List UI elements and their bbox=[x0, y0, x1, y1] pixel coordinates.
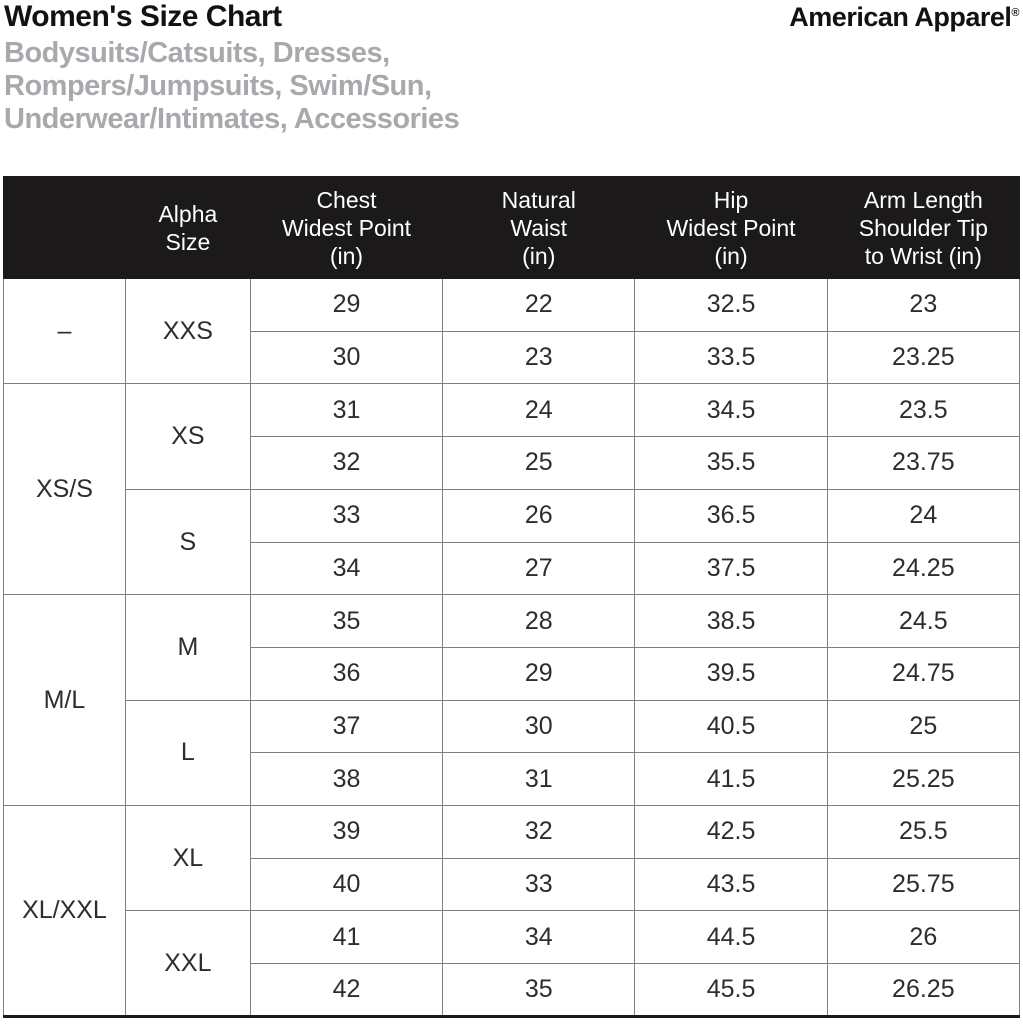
waist-cell: 27 bbox=[442, 541, 636, 596]
arm-cell: 26 bbox=[826, 910, 1021, 965]
arm-cell: 25 bbox=[826, 699, 1021, 754]
chest-cell: 32 bbox=[249, 436, 444, 490]
waist-cell: 33 bbox=[442, 857, 636, 912]
chest-cell: 36 bbox=[249, 646, 444, 701]
chest-cell: 39 bbox=[249, 805, 444, 859]
waist-cell: 25 bbox=[442, 436, 636, 490]
waist-cell: 22 bbox=[442, 278, 636, 332]
alpha-size-cell: L bbox=[124, 699, 251, 807]
table-row: XXL 41 34 44.5 26 bbox=[4, 910, 1021, 1017]
hip-cell: 38.5 bbox=[634, 594, 828, 648]
arm-cell: 24 bbox=[826, 488, 1021, 543]
header-cell-chest: Chest Widest Point (in) bbox=[249, 176, 444, 279]
arm-cell: 25.5 bbox=[826, 805, 1021, 859]
table-row: 42 35 45.5 26.25 bbox=[4, 963, 1021, 1017]
hip-cell: 40.5 bbox=[634, 699, 828, 754]
waist-cell: 23 bbox=[442, 330, 636, 385]
waist-cell: 32 bbox=[442, 805, 636, 859]
alpha-size-cell: XXL bbox=[124, 910, 251, 1017]
arm-cell: 24.75 bbox=[826, 646, 1021, 701]
waist-cell: 28 bbox=[442, 594, 636, 648]
table-header-row: Alpha Size Chest Widest Point (in) Natur… bbox=[3, 176, 1021, 279]
size-chart-table: Alpha Size Chest Widest Point (in) Natur… bbox=[3, 176, 1021, 1018]
chest-cell: 35 bbox=[249, 594, 444, 648]
table-row: 38 31 41.5 25.25 bbox=[4, 752, 1021, 807]
alpha-size-cell: XXS bbox=[124, 277, 251, 385]
hip-cell: 43.5 bbox=[634, 857, 828, 912]
table-row: 36 29 39.5 24.75 bbox=[4, 646, 1021, 701]
header-cell-alpha-size: Alpha Size bbox=[124, 176, 251, 279]
table-row: M/L M 35 28 38.5 24.5 bbox=[3, 594, 1021, 807]
header-cell-hip: Hip Widest Point (in) bbox=[634, 176, 828, 279]
waist-cell: 31 bbox=[442, 752, 636, 807]
registered-trademark: ® bbox=[1011, 7, 1019, 19]
combo-size-cell: M/L bbox=[3, 594, 126, 807]
combo-size-cell: – bbox=[3, 277, 126, 385]
arm-cell: 23.25 bbox=[826, 330, 1021, 385]
waist-cell: 29 bbox=[442, 646, 636, 701]
hip-cell: 32.5 bbox=[634, 278, 828, 332]
hip-cell: 35.5 bbox=[634, 436, 828, 490]
header-cell-combo-size bbox=[3, 176, 126, 279]
hip-cell: 39.5 bbox=[634, 646, 828, 701]
alpha-size-cell: M bbox=[124, 594, 251, 701]
arm-cell: 26.25 bbox=[826, 963, 1021, 1017]
table-row: XS/S XS 31 24 34.5 23.5 bbox=[3, 383, 1021, 596]
chest-cell: 40 bbox=[249, 857, 444, 912]
hip-cell: 42.5 bbox=[634, 805, 828, 859]
alpha-size-cell: S bbox=[124, 488, 251, 596]
header-cell-arm-length: Arm Length Shoulder Tip to Wrist (in) bbox=[826, 176, 1021, 279]
arm-cell: 23.75 bbox=[826, 436, 1021, 490]
hip-cell: 33.5 bbox=[634, 330, 828, 385]
table-row: 32 25 35.5 23.75 bbox=[4, 436, 1021, 490]
arm-cell: 25.75 bbox=[826, 857, 1021, 912]
waist-cell: 30 bbox=[442, 699, 636, 754]
hip-cell: 37.5 bbox=[634, 541, 828, 596]
page-subtitle: Bodysuits/Catsuits, Dresses, Rompers/Jum… bbox=[4, 37, 1021, 136]
arm-cell: 24.25 bbox=[826, 541, 1021, 596]
chest-cell: 42 bbox=[249, 963, 444, 1017]
page-title: Women's Size Chart bbox=[4, 0, 282, 33]
alpha-size-cell: XS bbox=[124, 383, 251, 490]
table-row: S 33 26 36.5 24 bbox=[4, 488, 1021, 596]
waist-cell: 26 bbox=[442, 488, 636, 543]
arm-cell: 25.25 bbox=[826, 752, 1021, 807]
subtitle-line: Rompers/Jumpsuits, Swim/Sun, bbox=[4, 70, 432, 102]
subtitle-line: Bodysuits/Catsuits, Dresses, bbox=[4, 37, 390, 69]
waist-cell: 24 bbox=[442, 383, 636, 438]
page-header: Women's Size Chart Bodysuits/Catsuits, D… bbox=[4, 0, 1021, 136]
subtitle-line: Underwear/Intimates, Accessories bbox=[4, 103, 460, 135]
waist-cell: 34 bbox=[442, 910, 636, 965]
chest-cell: 34 bbox=[249, 541, 444, 596]
table-row: – XXS 29 22 32.5 23 bbox=[3, 277, 1021, 385]
arm-cell: 23 bbox=[826, 278, 1021, 332]
chest-cell: 38 bbox=[249, 752, 444, 807]
hip-cell: 36.5 bbox=[634, 488, 828, 543]
alpha-size-cell: XL bbox=[124, 805, 251, 912]
chest-cell: 31 bbox=[249, 383, 444, 438]
header-cell-waist: Natural Waist (in) bbox=[442, 176, 636, 279]
hip-cell: 34.5 bbox=[634, 383, 828, 438]
combo-size-cell: XS/S bbox=[3, 383, 126, 596]
chest-cell: 30 bbox=[249, 330, 444, 385]
table-row: XL/XXL XL 39 32 42.5 25.5 bbox=[3, 805, 1021, 1017]
table-row: L 37 30 40.5 25 bbox=[4, 699, 1021, 807]
hip-cell: 41.5 bbox=[634, 752, 828, 807]
brand-name: American Apparel bbox=[789, 2, 1012, 32]
brand-logo: American Apparel® bbox=[789, 2, 1019, 33]
hip-cell: 44.5 bbox=[634, 910, 828, 965]
arm-cell: 23.5 bbox=[826, 383, 1021, 438]
hip-cell: 45.5 bbox=[634, 963, 828, 1017]
table-row: 40 33 43.5 25.75 bbox=[4, 857, 1021, 912]
combo-size-cell: XL/XXL bbox=[3, 805, 126, 1017]
waist-cell: 35 bbox=[442, 963, 636, 1017]
table-row: 34 27 37.5 24.25 bbox=[4, 541, 1021, 596]
chest-cell: 33 bbox=[249, 488, 444, 543]
arm-cell: 24.5 bbox=[826, 594, 1021, 648]
chest-cell: 41 bbox=[249, 910, 444, 965]
chest-cell: 37 bbox=[249, 699, 444, 754]
chest-cell: 29 bbox=[249, 278, 444, 332]
